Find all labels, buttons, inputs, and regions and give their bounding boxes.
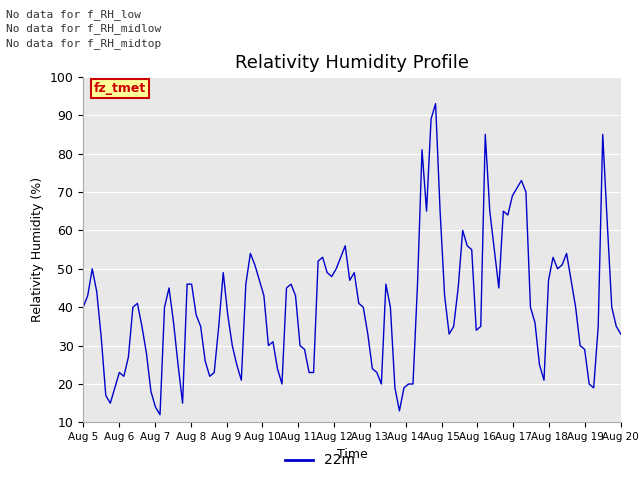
22m bbox=[197, 324, 205, 329]
Title: Relativity Humidity Profile: Relativity Humidity Profile bbox=[235, 54, 469, 72]
22m bbox=[513, 185, 521, 191]
22m bbox=[459, 228, 467, 233]
22m bbox=[432, 101, 440, 107]
Text: No data for f_RH_midtop: No data for f_RH_midtop bbox=[6, 37, 162, 48]
22m bbox=[228, 343, 236, 348]
Text: No data for f_RH_midlow: No data for f_RH_midlow bbox=[6, 23, 162, 34]
Y-axis label: Relativity Humidity (%): Relativity Humidity (%) bbox=[31, 177, 44, 322]
Text: No data for f_RH_low: No data for f_RH_low bbox=[6, 9, 141, 20]
22m bbox=[617, 331, 625, 337]
X-axis label: Time: Time bbox=[337, 448, 367, 461]
Line: 22m: 22m bbox=[83, 104, 621, 415]
22m bbox=[608, 304, 616, 310]
22m bbox=[382, 281, 390, 287]
22m bbox=[156, 412, 164, 418]
Text: fz_tmet: fz_tmet bbox=[94, 82, 146, 95]
22m bbox=[79, 304, 87, 310]
Legend: 22m: 22m bbox=[280, 448, 360, 473]
